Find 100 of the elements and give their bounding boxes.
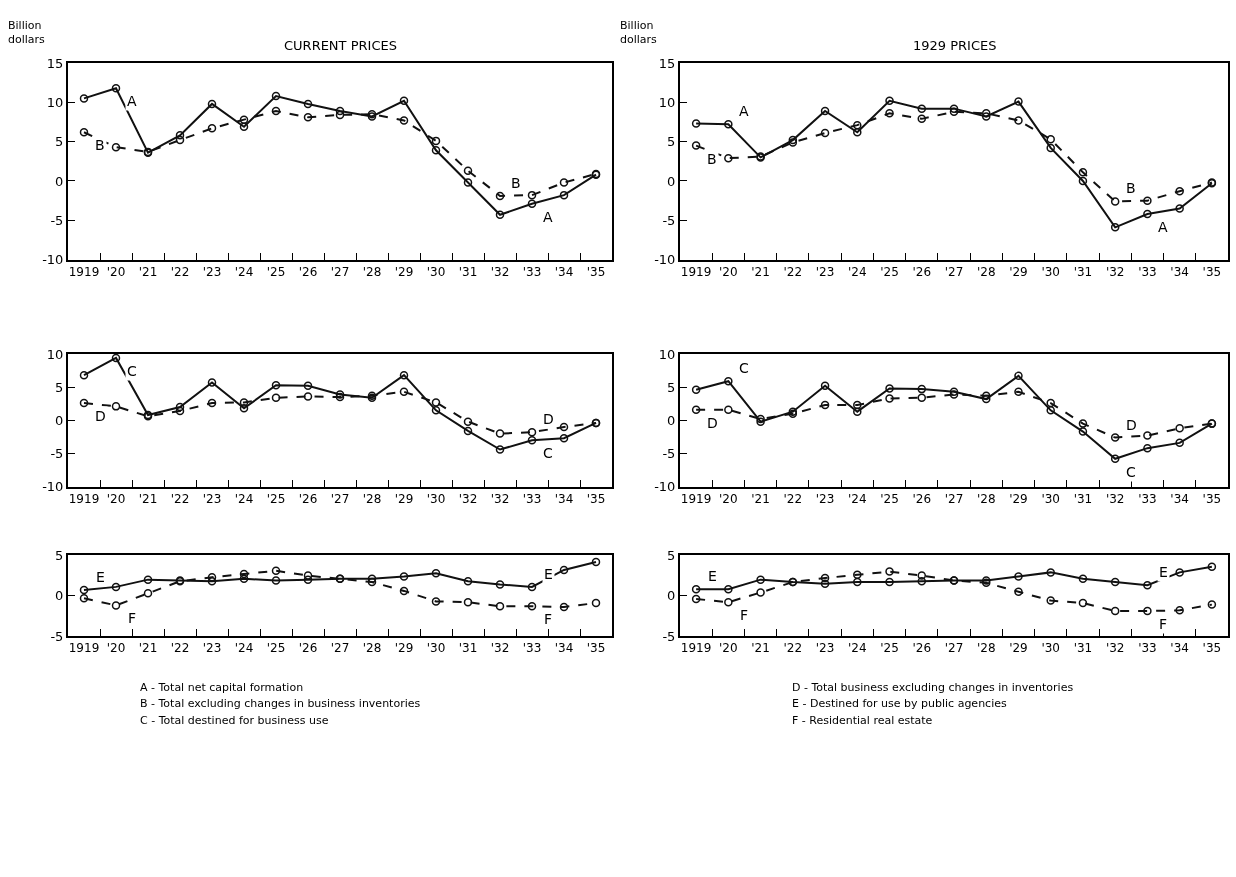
point	[820, 579, 830, 588]
x-tick-label: '26	[912, 492, 932, 507]
point	[335, 110, 345, 120]
point	[303, 113, 313, 122]
point	[527, 190, 537, 200]
y-tick-label: 5	[667, 379, 676, 395]
x-tick-label: '30	[1041, 641, 1060, 656]
point	[1175, 186, 1184, 196]
x-tick-label: '27	[944, 265, 964, 279]
point	[1078, 176, 1088, 186]
annotation: C	[739, 360, 749, 376]
x-tick-label: '22	[783, 641, 803, 656]
x-tick-label: '24	[234, 641, 254, 656]
point	[820, 381, 830, 391]
point	[175, 131, 185, 140]
x-tick-label: '30	[1041, 265, 1060, 279]
point	[271, 393, 281, 402]
point	[207, 577, 217, 586]
x-tick-label: '32	[1105, 265, 1125, 279]
x-tick-label: 1919	[680, 492, 712, 507]
x-tick-label: '28	[976, 641, 996, 656]
point	[1110, 606, 1120, 616]
x-tick-label: '35	[586, 641, 606, 656]
point	[1014, 387, 1023, 397]
point	[79, 370, 89, 380]
point	[495, 191, 505, 201]
x-tick-label: '32	[490, 265, 510, 279]
point	[724, 405, 733, 414]
point	[1143, 581, 1152, 590]
x-tick-label: '34	[554, 641, 574, 656]
point	[111, 353, 121, 363]
x-tick-label: '33	[522, 265, 542, 279]
point	[917, 104, 927, 113]
x-tick-label: '33	[522, 641, 542, 656]
x-tick-label: '35	[1202, 265, 1222, 279]
x-tick-label: '30	[426, 641, 446, 656]
point	[1207, 600, 1217, 609]
x-tick-label: '30	[426, 265, 446, 279]
point	[1175, 438, 1184, 448]
point	[1110, 197, 1120, 206]
point	[756, 588, 765, 597]
point	[885, 384, 894, 393]
x-tick-label: 1919	[68, 641, 100, 656]
point	[1143, 606, 1152, 616]
point	[111, 142, 121, 152]
y-tick-label: -5	[50, 212, 64, 228]
x-tick-label: '24	[234, 265, 254, 279]
y-tick-label: -5	[50, 628, 64, 644]
point	[917, 571, 927, 580]
point	[756, 414, 765, 424]
point	[1143, 209, 1152, 219]
x-tick-label: '31	[1073, 641, 1093, 656]
x-tick-label: '23	[815, 265, 835, 279]
point	[1175, 606, 1184, 615]
x-tick-label: '31	[458, 265, 478, 279]
point	[527, 601, 537, 611]
y-tick-label: 5	[55, 379, 64, 395]
point	[1014, 371, 1023, 381]
point	[431, 406, 441, 415]
x-tick-label: '27	[944, 641, 964, 656]
point	[111, 601, 121, 610]
x-tick-label: '21	[751, 265, 770, 279]
point	[559, 602, 569, 612]
x-tick-label: '26	[912, 265, 932, 279]
point	[559, 178, 569, 187]
x-tick-label: '33	[1138, 641, 1157, 656]
x-tick-label: '32	[1105, 641, 1125, 656]
x-tick-label: '20	[106, 265, 126, 279]
point	[981, 112, 991, 121]
y-tick-label: 5	[55, 134, 64, 150]
point	[1175, 204, 1184, 213]
x-tick-label: '22	[170, 492, 190, 507]
point	[303, 571, 313, 580]
x-tick-label: '28	[362, 641, 382, 656]
x-tick-label: '22	[170, 641, 190, 656]
y-tick-label: 5	[55, 548, 64, 564]
annotation: F	[128, 610, 137, 626]
annotation: D	[1126, 417, 1137, 433]
text: D - Total business excluding changes in inventories	[792, 681, 1074, 694]
point	[495, 210, 505, 220]
point	[885, 109, 894, 118]
x-tick-label: '32	[490, 641, 510, 656]
point	[917, 577, 927, 586]
point	[756, 417, 765, 426]
point	[853, 407, 862, 416]
point	[271, 106, 281, 116]
point	[463, 166, 473, 175]
x-tick-label: '21	[138, 492, 158, 507]
point	[111, 582, 121, 592]
x-tick-label: '24	[848, 265, 867, 279]
point	[1110, 577, 1120, 587]
point	[1143, 431, 1152, 440]
point	[853, 570, 862, 580]
point	[463, 178, 473, 187]
point	[724, 376, 733, 386]
y-tick-label: -10	[654, 252, 676, 268]
annotation: E	[544, 566, 553, 582]
point	[1014, 97, 1023, 106]
point	[303, 575, 313, 584]
point	[853, 127, 862, 137]
